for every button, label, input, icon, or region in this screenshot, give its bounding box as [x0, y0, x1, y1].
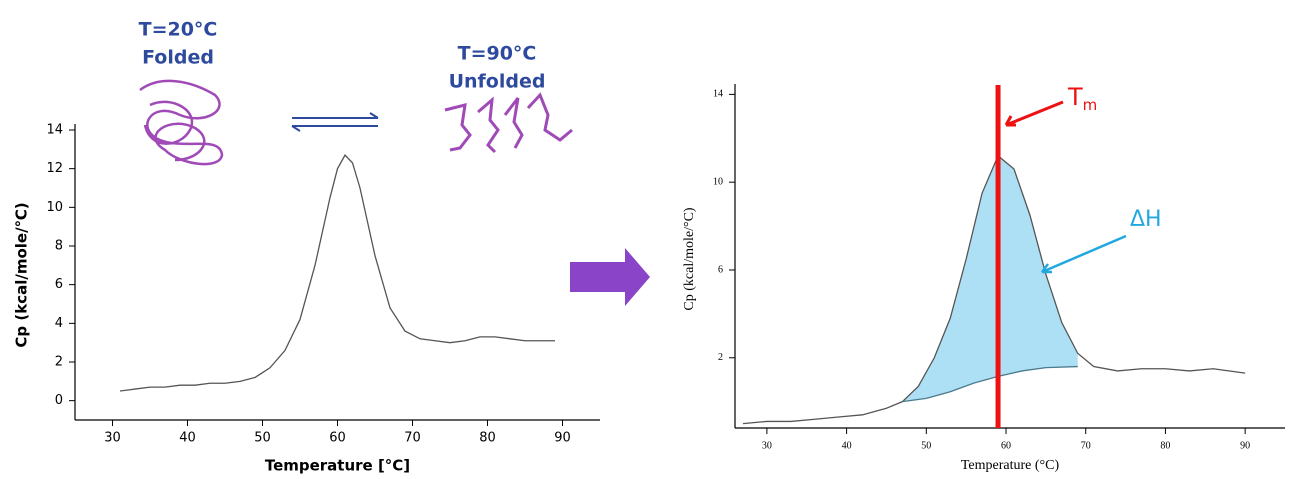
folded-protein: [139, 79, 224, 166]
data-line: [742, 154, 1246, 425]
equilibrium-arrows: [291, 112, 379, 132]
x-tick-label: 80: [1160, 440, 1170, 451]
x-tick-label: 40: [842, 440, 852, 451]
folded-temp: T=20°C: [139, 19, 218, 41]
unfolded-temp: T=90°C: [458, 43, 537, 65]
y-tick-label: 6: [55, 277, 63, 292]
data-line: [119, 154, 555, 392]
y-tick-label: 0: [55, 393, 63, 408]
x-tick-label: 90: [554, 431, 571, 446]
x-tick-label: 30: [104, 431, 121, 446]
x-tick-label: 90: [1240, 440, 1250, 451]
y-axis-label: Cp (kcal/mole/°C): [682, 207, 697, 311]
shaded-area: [902, 155, 1078, 402]
tm-text: T: [1067, 83, 1083, 111]
y-tick-label: 4: [55, 316, 63, 331]
chart: 30 40 50 60 70 80 90 2 6 10 14 Temperature (°C) Cp (…: [682, 83, 1285, 473]
x-tick-label: 30: [762, 440, 772, 451]
folded-label: Folded: [142, 47, 214, 69]
x-tick-label: 60: [329, 431, 346, 446]
data-line: [902, 365, 1078, 403]
x-tick-label: 70: [1081, 440, 1091, 451]
y-tick-label: 6: [718, 264, 723, 275]
y-tick-label: 2: [55, 355, 63, 370]
chart: 30 40 50 60 70 80 90 0 2 4 6 8 10 12 14 Temperature [°C…: [13, 123, 600, 475]
y-tick-label: 2: [718, 352, 723, 363]
y-tick-label: 10: [713, 176, 723, 187]
unfolded-protein: [444, 92, 573, 154]
tm-label: Tm: [1067, 83, 1097, 114]
x-axis-label: Temperature [°C]: [265, 457, 410, 475]
tm-subscript: m: [1083, 96, 1098, 114]
y-tick-label: 14: [713, 89, 723, 100]
y-axis-label: Cp (kcal/mole/℃): [13, 202, 31, 347]
y-tick-label: 10: [46, 200, 63, 215]
dh-arrow: [1041, 234, 1127, 274]
unfolded-label: Unfolded: [449, 71, 546, 93]
dh-label: ΔH: [1130, 207, 1162, 232]
transition-arrow: [570, 248, 650, 306]
x-tick-label: 70: [404, 431, 421, 446]
y-tick-label: 8: [55, 239, 63, 254]
y-tick-label: 14: [46, 123, 63, 138]
x-tick-label: 50: [921, 440, 931, 451]
x-tick-label: 40: [179, 431, 196, 446]
x-axis-label: Temperature (°C): [961, 458, 1060, 473]
x-tick-label: 80: [479, 431, 496, 446]
x-tick-label: 60: [1001, 440, 1011, 451]
y-tick-label: 12: [46, 161, 63, 176]
x-tick-label: 50: [254, 431, 271, 446]
tm-arrow: [1004, 100, 1064, 127]
